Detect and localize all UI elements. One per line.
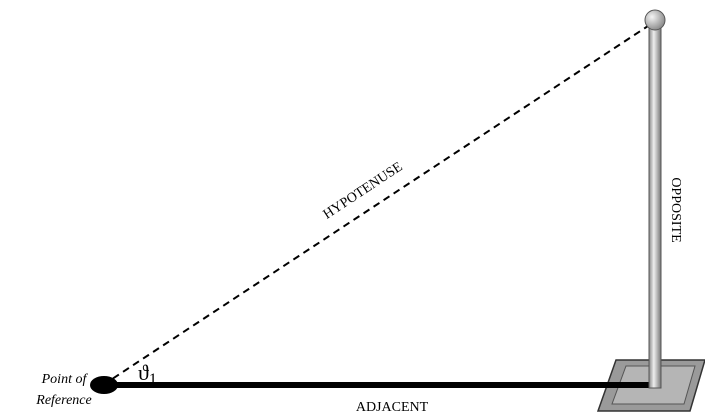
point-label: Point of [41, 372, 89, 387]
angle-label: ϑ1 [138, 360, 157, 388]
reference-point [90, 376, 118, 394]
angle-subscript: 1 [149, 371, 157, 388]
hypotenuse-line [102, 25, 649, 386]
opposite-label: OPPOSITE [668, 177, 683, 242]
pole-top [644, 9, 666, 31]
angle-symbol: ϑ [138, 360, 149, 385]
point-label: Reference [35, 393, 91, 408]
adjacent-label: ADJACENT [356, 400, 429, 415]
hypotenuse-label: HYPOTENUSE [321, 160, 406, 223]
pole [648, 25, 662, 389]
